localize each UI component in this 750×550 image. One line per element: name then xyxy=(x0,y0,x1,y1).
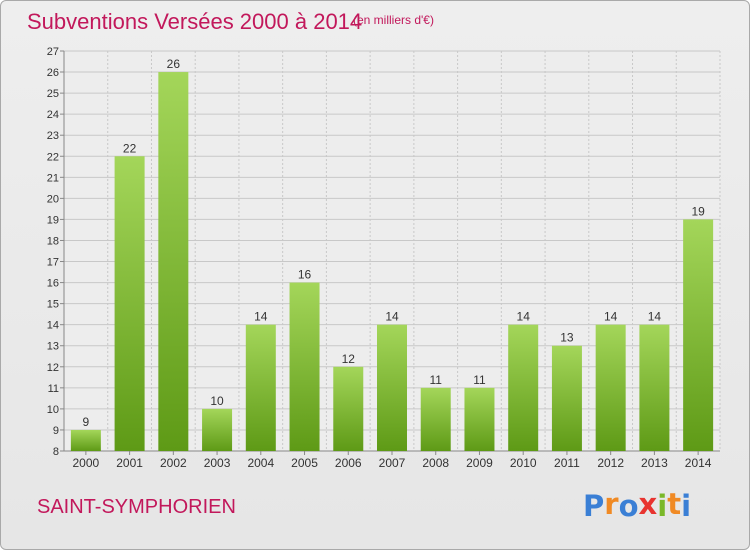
data-label: 12 xyxy=(342,352,356,366)
data-label: 9 xyxy=(83,415,90,429)
y-tick-label: 18 xyxy=(47,235,59,247)
data-label: 10 xyxy=(210,394,224,408)
bar-2011 xyxy=(551,345,582,451)
x-tick-label: 2010 xyxy=(510,456,537,470)
bar-2005 xyxy=(289,282,320,451)
bars xyxy=(70,72,714,451)
y-tick-label: 21 xyxy=(47,172,59,184)
labels: 8 9 10 11 12 13 14 15 16 17 18 19 20 21 22 23 24 25 26 27 9 2… xyxy=(47,46,712,470)
bar-2002 xyxy=(158,72,189,451)
data-label: 14 xyxy=(385,310,399,324)
data-label: 14 xyxy=(517,310,531,324)
commune-name: SAINT-SYMPHORIEN xyxy=(37,496,236,518)
bar-2006 xyxy=(333,366,364,451)
logo-letter: o xyxy=(618,489,639,523)
y-tick-label: 26 xyxy=(47,67,59,79)
y-tick-label: 17 xyxy=(47,257,59,269)
y-tick-label: 24 xyxy=(47,109,59,121)
logo-letter: P xyxy=(583,489,605,523)
x-tick-label: 2006 xyxy=(335,456,362,470)
bar-2014 xyxy=(683,219,714,451)
data-label: 16 xyxy=(298,268,312,282)
data-label: 11 xyxy=(473,373,486,387)
y-tick-label: 23 xyxy=(47,130,59,142)
data-label: 14 xyxy=(604,310,618,324)
y-tick-label: 13 xyxy=(47,341,59,353)
bar-2012 xyxy=(595,324,626,451)
data-label: 14 xyxy=(254,310,268,324)
data-label: 22 xyxy=(123,141,137,155)
y-tick-label: 22 xyxy=(47,151,59,163)
x-tick-label: 2014 xyxy=(685,456,712,470)
data-label: 11 xyxy=(429,373,442,387)
x-tick-label: 2005 xyxy=(291,456,318,470)
y-tick-label: 15 xyxy=(47,299,59,311)
logo-letter: i xyxy=(657,489,668,523)
x-tick-label: 2011 xyxy=(554,456,580,470)
bar-2007 xyxy=(377,324,407,451)
y-tick-label: 10 xyxy=(47,404,59,416)
y-tick-label: 9 xyxy=(53,425,59,437)
bar-2008 xyxy=(420,387,451,451)
logo-letter: t xyxy=(667,487,682,521)
bar-2004 xyxy=(245,324,276,451)
y-tick-label: 25 xyxy=(47,88,59,100)
y-tick-label: 12 xyxy=(47,362,59,374)
data-label: 14 xyxy=(648,310,662,324)
data-label: 13 xyxy=(560,331,574,345)
bar-2000 xyxy=(70,429,101,451)
y-tick-label: 14 xyxy=(47,320,59,332)
y-tick-label: 19 xyxy=(47,214,59,226)
x-tick-label: 2001 xyxy=(116,456,143,470)
x-tick-label: 2012 xyxy=(597,456,624,470)
logo-letter: i xyxy=(681,489,692,523)
x-tick-label: 2013 xyxy=(641,456,668,470)
logo-letter: r xyxy=(604,487,619,521)
x-tick-label: 2003 xyxy=(204,456,231,470)
data-label: 19 xyxy=(691,204,705,218)
x-tick-label: 2007 xyxy=(379,456,406,470)
bar-2010 xyxy=(508,324,539,451)
proxiti-logo: Proxiti xyxy=(583,487,692,523)
x-tick-label: 2002 xyxy=(160,456,187,470)
y-tick-label: 20 xyxy=(47,193,59,205)
bar-2009 xyxy=(464,387,495,451)
x-tick-label: 2004 xyxy=(247,456,274,470)
bar-2003 xyxy=(202,408,233,451)
y-tick-label: 11 xyxy=(48,383,59,395)
x-tick-label: 2009 xyxy=(466,456,493,470)
y-tick-label: 16 xyxy=(47,278,59,290)
y-tick-label: 27 xyxy=(47,46,59,58)
x-tick-label: 2008 xyxy=(422,456,449,470)
data-label: 26 xyxy=(167,57,181,71)
logo-letter: x xyxy=(638,487,658,521)
bar-2001 xyxy=(114,156,145,451)
y-tick-label: 8 xyxy=(53,446,59,458)
x-tick-label: 2000 xyxy=(73,456,100,470)
bar-2013 xyxy=(639,324,670,451)
chart-title: Subventions Versées 2000 à 2014 xyxy=(27,9,363,34)
chart-subtitle: (en milliers d'€) xyxy=(353,13,434,27)
